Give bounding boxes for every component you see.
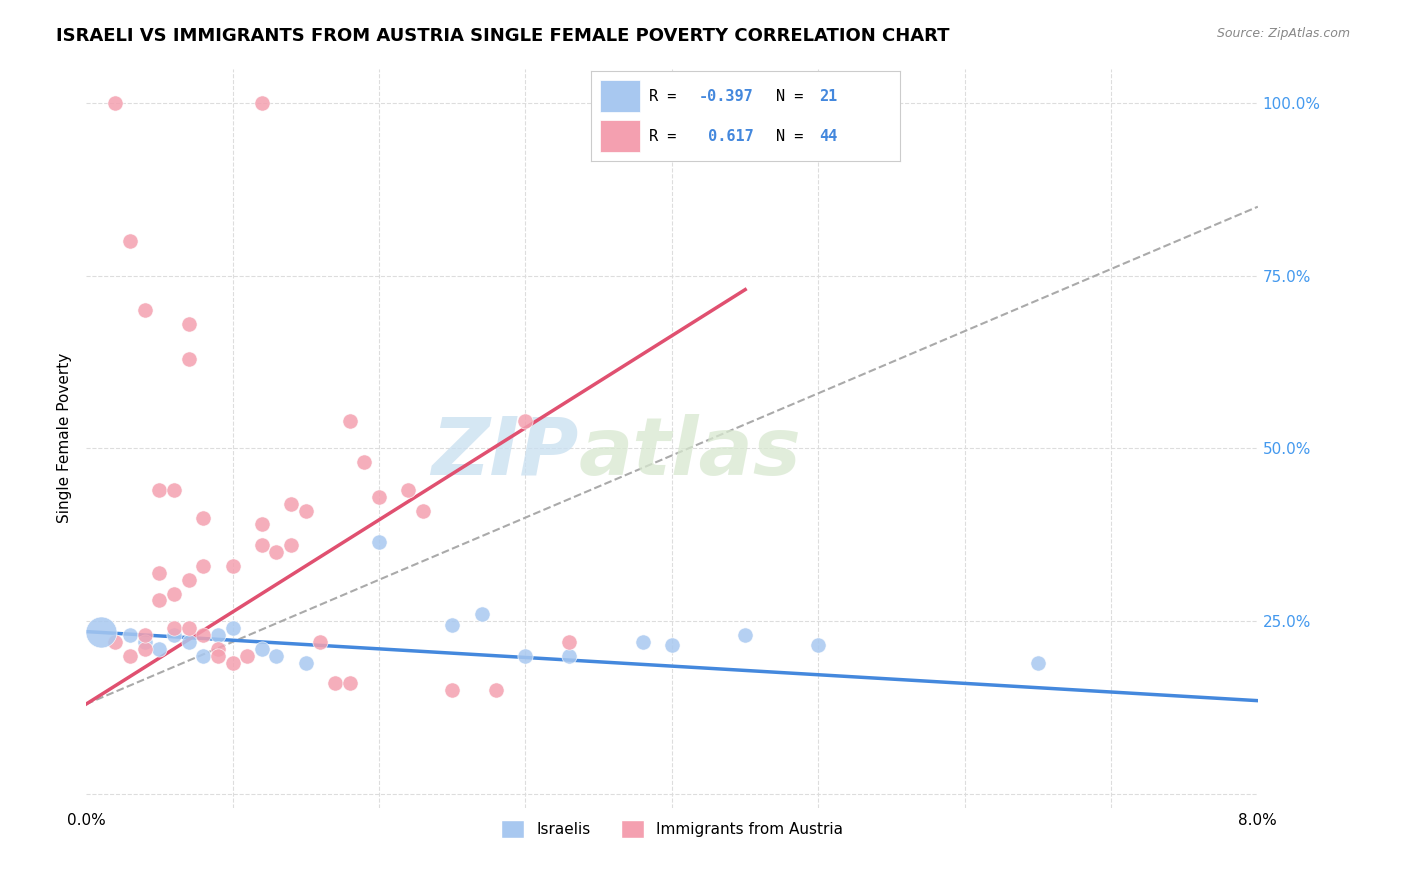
Point	[368, 490, 391, 504]
Point	[309, 635, 332, 649]
Point	[515, 414, 537, 428]
Point	[339, 676, 361, 690]
Point	[280, 538, 302, 552]
Text: ISRAELI VS IMMIGRANTS FROM AUSTRIA SINGLE FEMALE POVERTY CORRELATION CHART: ISRAELI VS IMMIGRANTS FROM AUSTRIA SINGL…	[56, 27, 949, 45]
Text: R =: R =	[650, 89, 686, 103]
Point	[485, 683, 508, 698]
Point	[412, 504, 434, 518]
Point	[134, 641, 156, 656]
Point	[177, 621, 200, 635]
Point	[193, 558, 215, 573]
Point	[118, 234, 141, 248]
Point	[441, 683, 464, 698]
Point	[323, 676, 346, 690]
Point	[207, 648, 229, 663]
Point	[221, 656, 243, 670]
Text: 44: 44	[820, 129, 838, 144]
Point	[104, 635, 127, 649]
Point	[163, 621, 186, 635]
Point	[148, 566, 170, 580]
Text: atlas: atlas	[578, 414, 801, 491]
Point	[148, 483, 170, 497]
Point	[515, 648, 537, 663]
Point	[266, 648, 288, 663]
Point	[339, 414, 361, 428]
Point	[396, 483, 419, 497]
Text: -0.397: -0.397	[699, 89, 754, 103]
Point	[558, 635, 581, 649]
Point	[294, 504, 316, 518]
Point	[250, 517, 273, 532]
Point	[177, 573, 200, 587]
Text: Source: ZipAtlas.com: Source: ZipAtlas.com	[1216, 27, 1350, 40]
Point	[148, 641, 170, 656]
Text: N =: N =	[776, 89, 813, 103]
Text: 0.617: 0.617	[699, 129, 754, 144]
Point	[90, 624, 112, 639]
Text: ZIP: ZIP	[430, 414, 578, 491]
Point	[207, 628, 229, 642]
Point	[193, 648, 215, 663]
Point	[134, 635, 156, 649]
Point	[280, 497, 302, 511]
Point	[661, 639, 683, 653]
Point	[163, 628, 186, 642]
Point	[441, 617, 464, 632]
Point	[177, 351, 200, 366]
Point	[193, 510, 215, 524]
Point	[148, 593, 170, 607]
Point	[250, 641, 273, 656]
Text: 21: 21	[820, 89, 838, 103]
Point	[368, 534, 391, 549]
FancyBboxPatch shape	[600, 120, 640, 152]
Point	[221, 621, 243, 635]
Point	[193, 628, 215, 642]
Point	[118, 628, 141, 642]
Text: N =: N =	[776, 129, 813, 144]
Point	[558, 648, 581, 663]
FancyBboxPatch shape	[600, 80, 640, 112]
Point	[104, 96, 127, 111]
Point	[118, 648, 141, 663]
Point	[177, 635, 200, 649]
Point	[294, 656, 316, 670]
Point	[266, 545, 288, 559]
Legend: Israelis, Immigrants from Austria: Israelis, Immigrants from Austria	[495, 814, 849, 845]
Point	[1026, 656, 1049, 670]
Point	[807, 639, 830, 653]
Point	[163, 483, 186, 497]
Point	[134, 303, 156, 318]
Point	[207, 641, 229, 656]
Y-axis label: Single Female Poverty: Single Female Poverty	[58, 353, 72, 524]
Point	[250, 96, 273, 111]
Point	[163, 586, 186, 600]
Point	[734, 628, 756, 642]
Point	[250, 538, 273, 552]
Point	[631, 635, 654, 649]
Point	[353, 455, 375, 469]
Point	[236, 648, 259, 663]
Point	[221, 558, 243, 573]
Point	[470, 607, 492, 622]
Text: R =: R =	[650, 129, 686, 144]
Point	[134, 628, 156, 642]
Point	[177, 317, 200, 331]
